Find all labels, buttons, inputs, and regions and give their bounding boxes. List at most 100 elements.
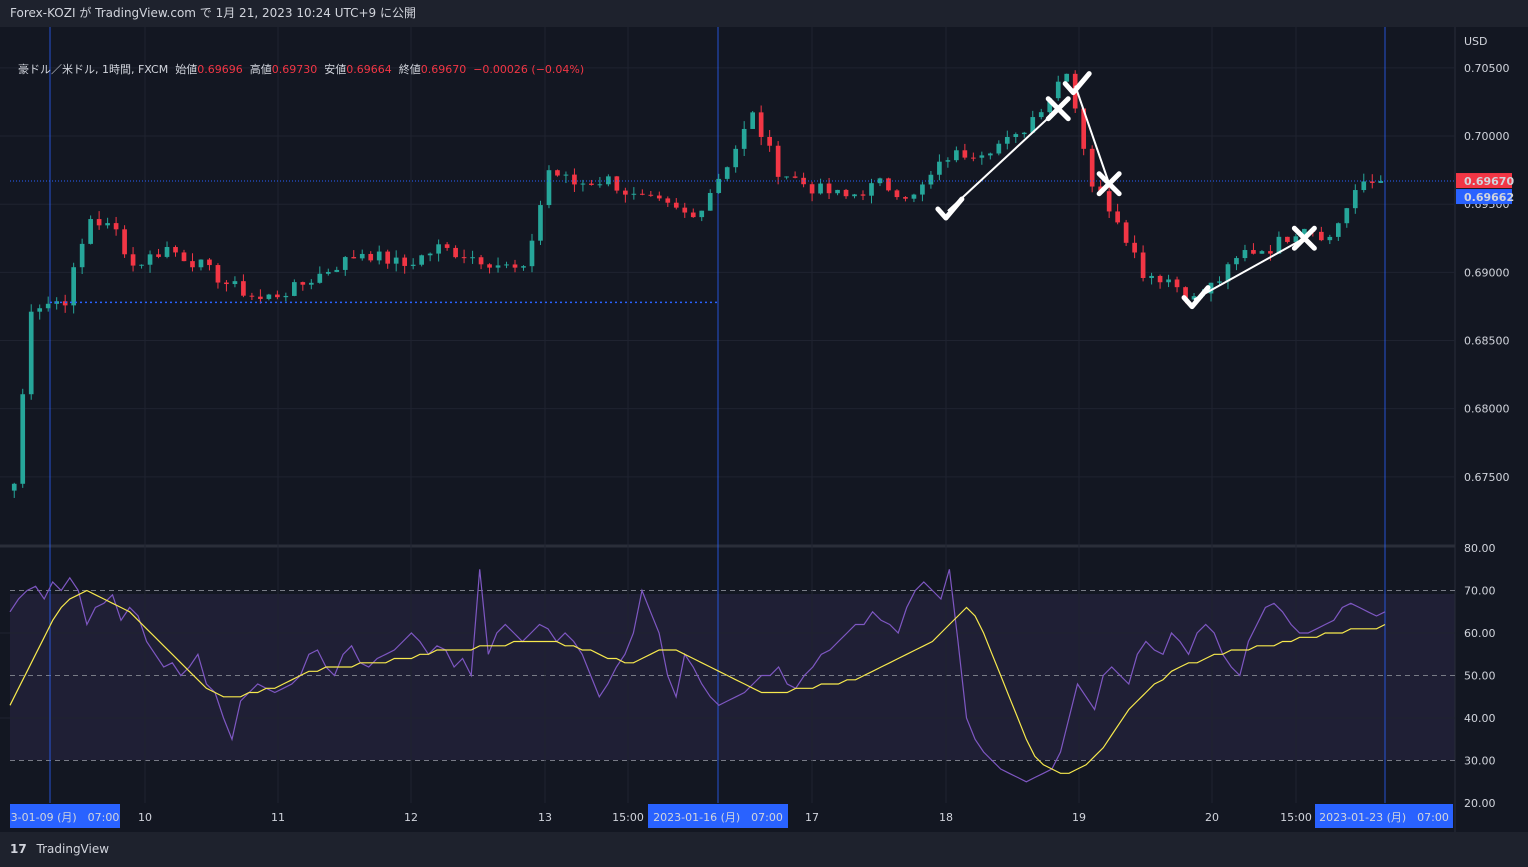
candle-body xyxy=(1361,181,1367,191)
candle-body xyxy=(529,240,535,267)
candle-body xyxy=(1217,281,1222,283)
rsi-lines xyxy=(9,569,1386,783)
footer-brand[interactable]: TradingView xyxy=(36,842,110,856)
trend-line xyxy=(1193,237,1305,301)
candle-body xyxy=(325,271,331,274)
candle-body xyxy=(597,184,603,186)
candle-body xyxy=(792,176,798,178)
candle-body xyxy=(1378,181,1384,183)
candle-body xyxy=(682,207,688,213)
rsi-ma-line xyxy=(9,589,1386,774)
rsi-tick-label: 30.00 xyxy=(1464,755,1496,768)
candle-body xyxy=(1106,191,1112,212)
rsi-band xyxy=(10,594,1455,760)
candle-body xyxy=(843,189,849,197)
candle-body xyxy=(716,178,722,193)
candle-body xyxy=(656,195,662,199)
candle-body xyxy=(139,264,144,266)
candle-body xyxy=(173,247,178,253)
chart-svg[interactable]: 0.705000.700000.695000.690000.685000.680… xyxy=(0,27,1528,832)
candle-body xyxy=(1038,112,1044,118)
candle-body xyxy=(393,257,399,264)
legend-low: 0.69664 xyxy=(346,63,392,76)
candle-body xyxy=(461,257,467,259)
candle-body xyxy=(733,148,739,168)
time-tick-label: 12 xyxy=(404,811,418,824)
price-tick-label: 0.67500 xyxy=(1464,471,1510,484)
candle-body xyxy=(232,281,238,285)
candle-body xyxy=(623,190,628,195)
candle-body xyxy=(979,155,985,158)
candle-body xyxy=(283,295,289,298)
candle-body xyxy=(1132,242,1137,253)
axes: 0.705000.700000.695000.690000.685000.680… xyxy=(10,35,1514,828)
time-tick-label: 15:00 xyxy=(1280,811,1312,824)
candle-body xyxy=(512,264,518,268)
candle-body xyxy=(1251,250,1256,254)
candle-body xyxy=(673,202,679,208)
candle-body xyxy=(258,296,263,299)
publish-line: Forex-KOZI が TradingView.com で 1月 21, 20… xyxy=(10,6,417,20)
candle-body xyxy=(724,167,730,179)
time-tick-label: 13 xyxy=(538,811,552,824)
candle-body xyxy=(62,301,68,306)
candle-body xyxy=(903,197,908,199)
candle-body xyxy=(1115,211,1120,223)
candle-body xyxy=(1081,108,1087,149)
candle-body xyxy=(835,189,840,194)
candle-body xyxy=(758,112,764,137)
price-tick-label: 0.68500 xyxy=(1464,335,1510,348)
candle-body xyxy=(266,294,272,299)
candle-body xyxy=(920,184,925,195)
candle-body xyxy=(1174,279,1180,288)
price-tick-label: 0.69000 xyxy=(1464,266,1510,279)
candle-body xyxy=(945,160,951,162)
candle-body xyxy=(1064,73,1070,82)
price-tick-label: 0.70500 xyxy=(1464,62,1510,75)
candle-body xyxy=(886,178,891,191)
candle-body xyxy=(376,251,382,261)
candle-body xyxy=(1089,148,1095,187)
candle-body xyxy=(809,184,815,194)
candle-body xyxy=(1149,275,1154,279)
cross-icon xyxy=(1096,171,1122,197)
candle-body xyxy=(385,251,391,264)
time-badge-bg xyxy=(648,804,788,828)
legend: 豪ドル／米ドル, 1時間, FXCM 始値0.69696 高値0.69730 安… xyxy=(18,61,584,77)
legend-high-label: 高値 xyxy=(249,63,272,76)
candle-body xyxy=(1259,251,1265,254)
candle-body xyxy=(1327,236,1333,241)
candle-body xyxy=(419,255,424,265)
candle-body xyxy=(28,311,34,395)
candle-body xyxy=(767,136,772,146)
time-tick-label: 10 xyxy=(138,811,152,824)
candle-body xyxy=(538,205,543,241)
candle-body xyxy=(987,153,993,156)
candle-body xyxy=(631,193,637,195)
time-badge-bg xyxy=(10,804,120,828)
legend-open-label: 始値 xyxy=(175,63,198,76)
candle-body xyxy=(351,257,357,259)
rsi-line xyxy=(9,569,1386,783)
candle-body xyxy=(1335,223,1341,237)
legend-close-label: 終値 xyxy=(398,63,421,76)
candle-body xyxy=(1047,98,1053,113)
trend-line xyxy=(947,108,1059,212)
candle-body xyxy=(300,282,306,285)
time-badge-bg xyxy=(1315,804,1453,828)
candle-body xyxy=(308,282,314,285)
candle-body xyxy=(996,143,1002,154)
tradingview-logo-icon: 17 xyxy=(10,842,27,856)
candle-body xyxy=(1030,117,1036,133)
check-icon xyxy=(935,196,965,221)
rsi-tick-label: 40.00 xyxy=(1464,712,1496,725)
last-price-badge-bg xyxy=(1456,173,1512,189)
candle-body xyxy=(1319,231,1324,241)
candle-body xyxy=(784,176,789,178)
time-badge-label: 2023-01-16 (月) 07:00 xyxy=(653,811,783,824)
chart-frame[interactable]: 0.70500 0.70000 0.69500 0.69000 0.68500 0.680… xyxy=(0,27,1528,832)
candle-body xyxy=(1183,287,1188,300)
candle-body xyxy=(96,219,102,226)
candle-body xyxy=(71,267,76,306)
trend-line xyxy=(1074,85,1111,185)
